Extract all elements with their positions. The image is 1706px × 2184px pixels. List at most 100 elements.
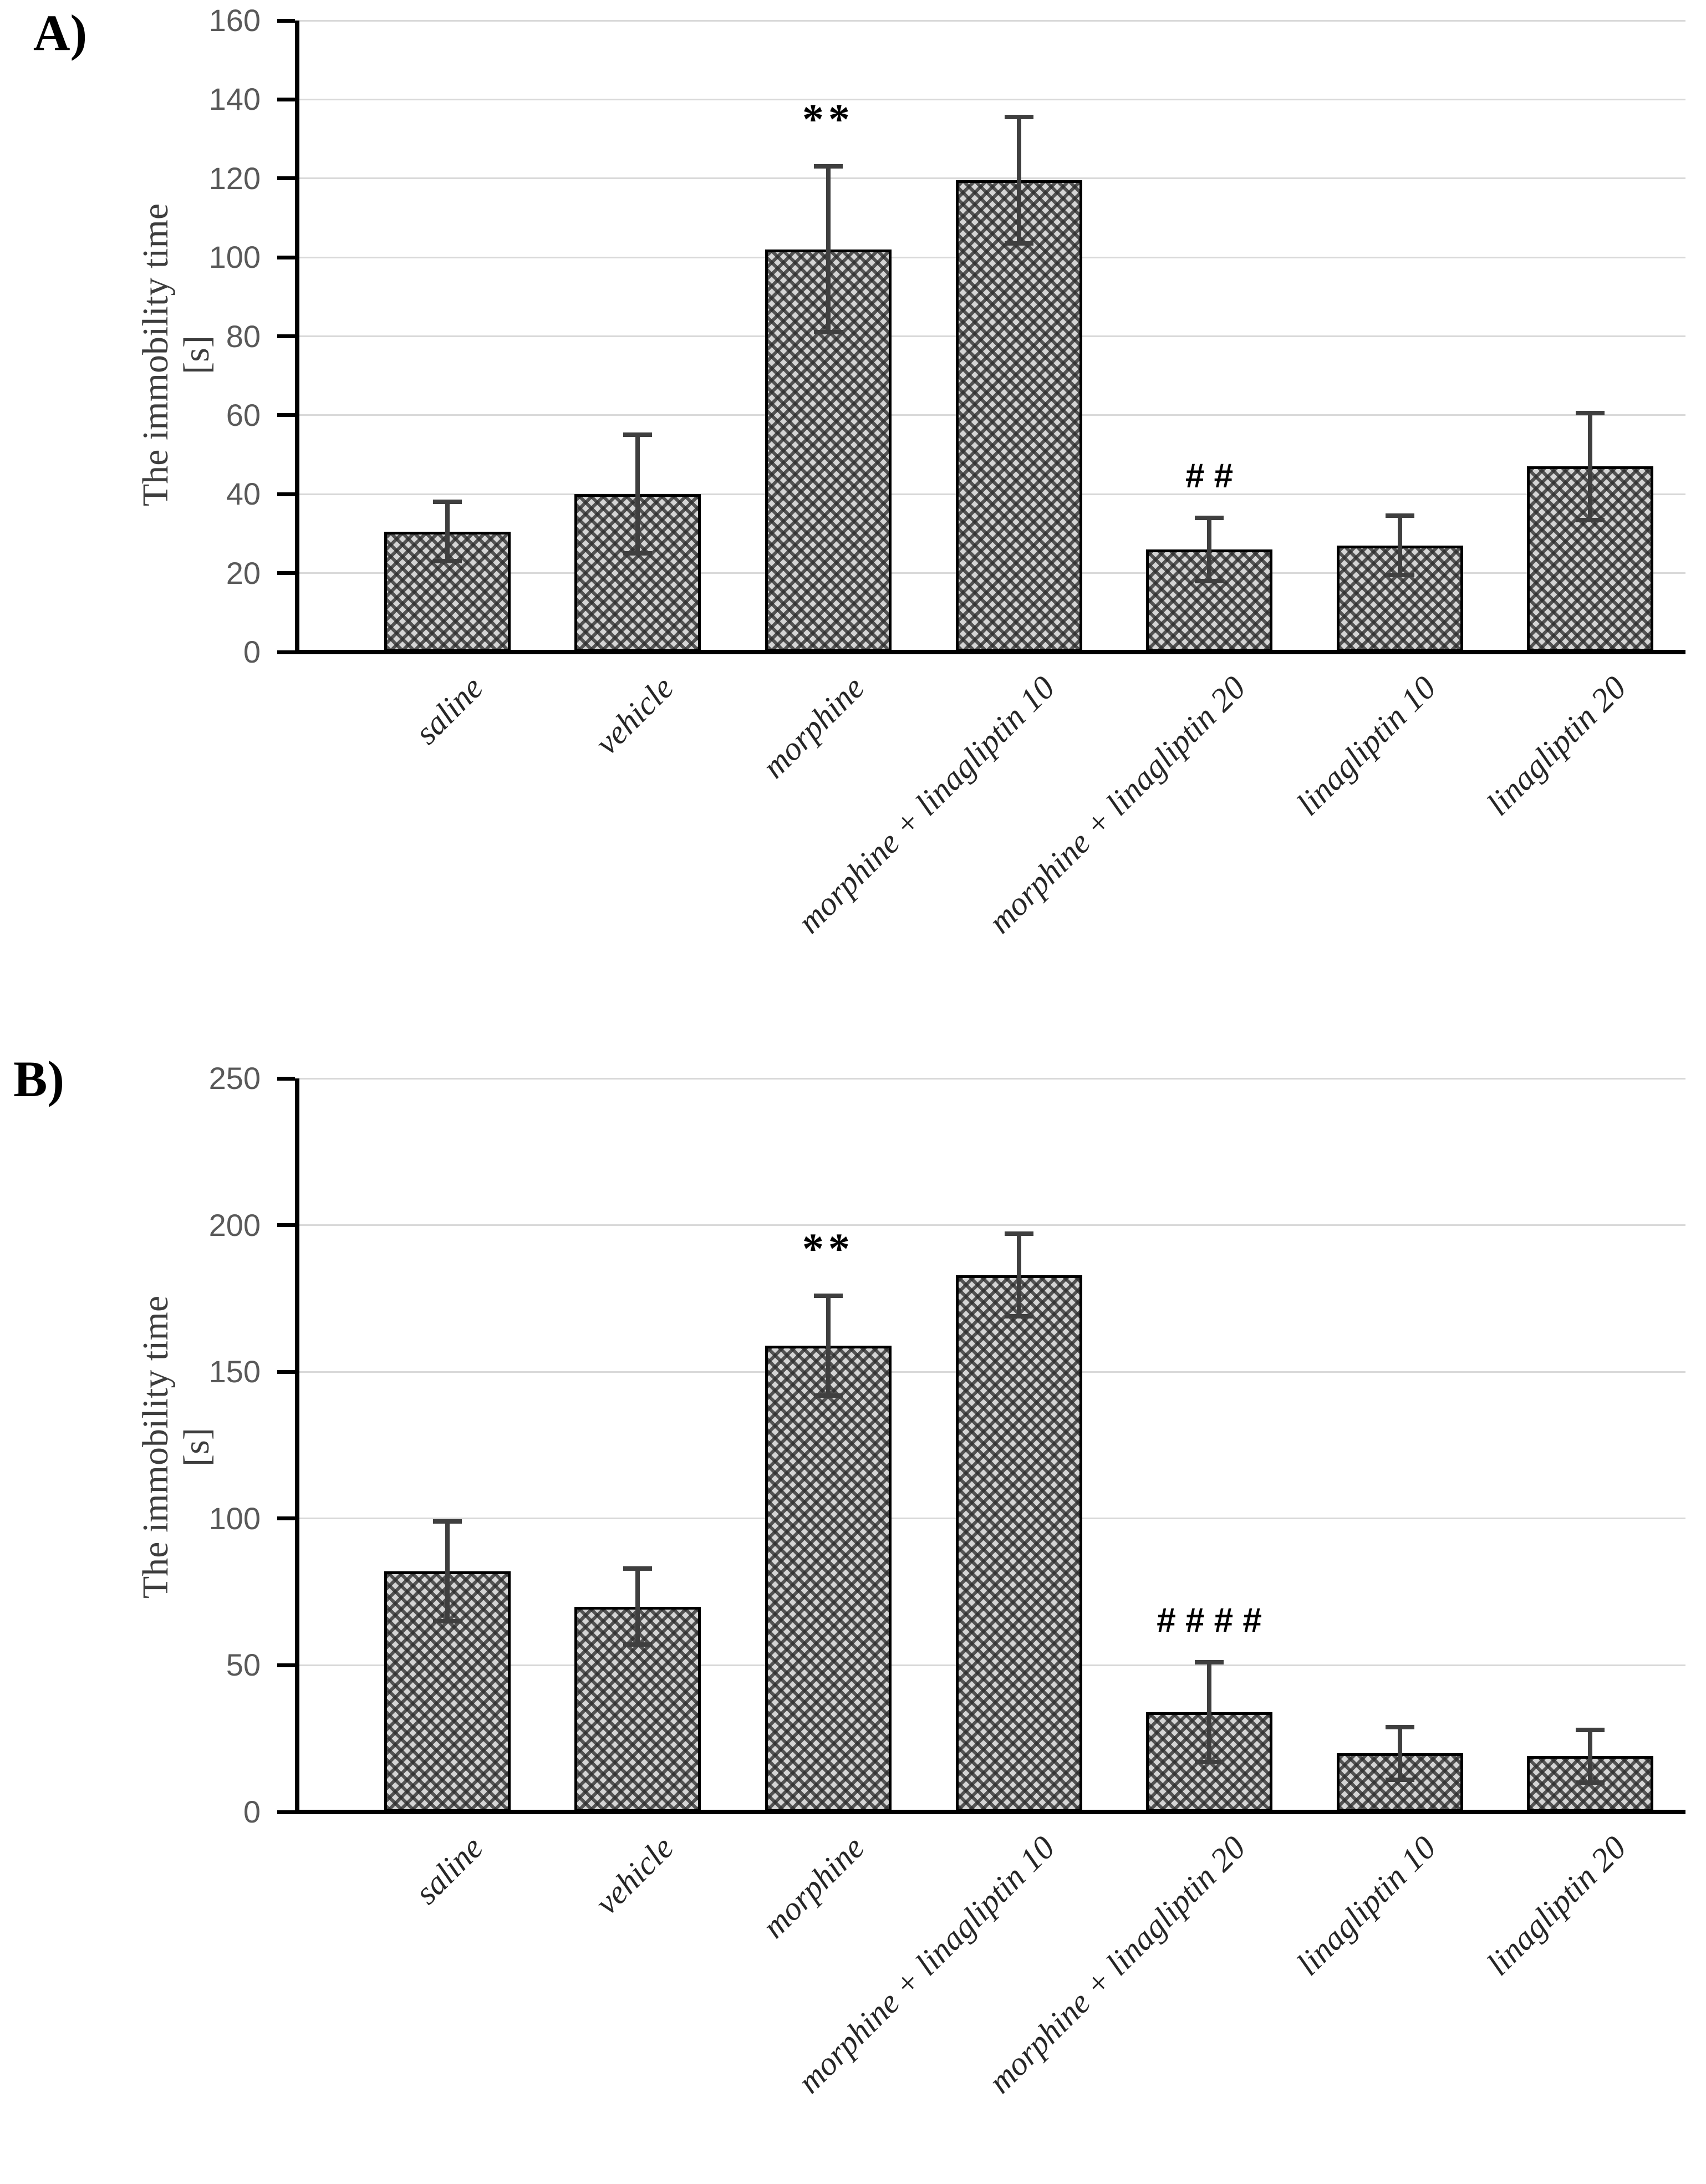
error-bar-cap-bottom bbox=[432, 559, 462, 564]
y-tick-label: 0 bbox=[243, 634, 261, 669]
error-bar-cap-bottom bbox=[1195, 1760, 1224, 1765]
bar-morphine bbox=[765, 1345, 892, 1812]
x-category-label: linagliptin 10 bbox=[1289, 1829, 1443, 1983]
significance-annotation: ** bbox=[802, 1224, 854, 1272]
x-category-label: saline bbox=[408, 669, 491, 751]
panel-a-label: A) bbox=[33, 4, 88, 61]
gridline-140 bbox=[299, 98, 1685, 100]
x-axis-line bbox=[295, 650, 1685, 654]
plot-area-a: 0 20 40 60 80 100 120 140 160 saline vehicle ** morp… bbox=[209, 3, 1685, 940]
y-tick-label: 140 bbox=[208, 82, 261, 117]
gridline-250 bbox=[299, 1077, 1685, 1080]
error-bar-cap-bottom bbox=[1195, 578, 1224, 583]
y-tick-label: 60 bbox=[226, 397, 261, 432]
error-bar-cap-top bbox=[623, 432, 653, 437]
error-bar-cap-bottom bbox=[1576, 517, 1605, 522]
error-bar bbox=[1207, 1662, 1212, 1763]
error-bar-cap-top bbox=[1195, 515, 1224, 520]
y-tick-label: 250 bbox=[208, 1061, 261, 1096]
y-tick-160 bbox=[277, 18, 295, 23]
y-tick-label: 50 bbox=[226, 1647, 261, 1683]
y-axis-line bbox=[295, 1078, 299, 1812]
error-bar-cap-bottom bbox=[1576, 1780, 1605, 1785]
error-bar-cap-top bbox=[432, 500, 462, 505]
bar-morphine-linagliptin-10 bbox=[955, 180, 1082, 652]
error-bar-cap-bottom bbox=[1385, 573, 1414, 578]
error-bar bbox=[445, 502, 450, 562]
error-bar-cap-top bbox=[1195, 1660, 1224, 1665]
error-bar bbox=[445, 1521, 450, 1621]
y-tick-label: 40 bbox=[226, 476, 261, 512]
error-bar bbox=[826, 1295, 831, 1396]
x-category-label: linagliptin 20 bbox=[1480, 669, 1633, 823]
significance-annotation: # # # # bbox=[1157, 1601, 1262, 1640]
x-category-label: morphine bbox=[755, 669, 872, 785]
x-category-label: vehicle bbox=[588, 1829, 681, 1922]
panel-b: B) The immobility time [s] 0 50 100 150 200 2… bbox=[0, 1051, 1706, 2184]
y-tick-150 bbox=[277, 1370, 295, 1374]
error-bar-cap-top bbox=[623, 1566, 653, 1571]
y-tick-label: 150 bbox=[208, 1354, 261, 1389]
y-axis-title-b: The immobility time [s] bbox=[135, 1296, 217, 1598]
panel-b-label: B) bbox=[13, 1051, 64, 1107]
error-bar-cap-top bbox=[1576, 411, 1605, 416]
error-bar-cap-top bbox=[432, 1519, 462, 1524]
error-bar bbox=[1588, 413, 1593, 520]
y-tick-120 bbox=[277, 176, 295, 181]
x-axis-line bbox=[295, 1810, 1685, 1814]
error-bar-cap-top bbox=[1385, 513, 1414, 518]
y-tick-80 bbox=[277, 334, 295, 338]
y-tick-label: 80 bbox=[226, 318, 261, 354]
x-category-label: vehicle bbox=[588, 669, 681, 762]
error-bar-cap-bottom bbox=[623, 551, 653, 556]
error-bar bbox=[1016, 1234, 1021, 1316]
error-bar-cap-bottom bbox=[623, 1642, 653, 1647]
error-bar-cap-top bbox=[1004, 115, 1033, 120]
error-bar-cap-top bbox=[1385, 1724, 1414, 1729]
gridline-200 bbox=[299, 1224, 1685, 1226]
error-bar-cap-bottom bbox=[1385, 1777, 1414, 1782]
y-tick-250 bbox=[277, 1076, 295, 1081]
error-bar-cap-top bbox=[813, 164, 843, 169]
panel-a: A) The immobility time [s] 0 20 40 60 80 100 1… bbox=[0, 0, 1706, 1056]
gridline-160 bbox=[299, 19, 1685, 22]
error-bar-cap-top bbox=[1576, 1727, 1605, 1732]
error-bar bbox=[826, 166, 831, 333]
x-category-label: linagliptin 20 bbox=[1480, 1829, 1633, 1983]
y-axis-title-line1: The immobility time bbox=[135, 1295, 176, 1599]
y-tick-100 bbox=[277, 1516, 295, 1521]
error-bar bbox=[1016, 117, 1021, 244]
y-tick-0 bbox=[277, 1810, 295, 1814]
bar-morphine-linagliptin-10 bbox=[955, 1275, 1082, 1812]
y-tick-label: 160 bbox=[208, 3, 261, 38]
y-tick-label: 120 bbox=[208, 160, 261, 196]
error-bar-cap-bottom bbox=[813, 1393, 843, 1398]
y-tick-label: 200 bbox=[208, 1207, 261, 1243]
y-tick-40 bbox=[277, 492, 295, 496]
bar-saline bbox=[384, 531, 511, 652]
error-bar bbox=[1588, 1729, 1593, 1783]
significance-annotation: # # bbox=[1185, 456, 1234, 495]
error-bar bbox=[635, 435, 640, 554]
gridline-120 bbox=[299, 177, 1685, 180]
y-axis-title-line2: [s] bbox=[176, 1428, 217, 1467]
y-tick-label: 0 bbox=[243, 1794, 261, 1829]
y-tick-60 bbox=[277, 413, 295, 418]
y-tick-50 bbox=[277, 1663, 295, 1667]
plot-area-b: 0 50 100 150 200 250 saline vehicle ** morphine mo… bbox=[209, 1061, 1685, 2100]
error-bar bbox=[635, 1568, 640, 1645]
significance-annotation: ** bbox=[802, 95, 854, 144]
x-category-label: saline bbox=[408, 1829, 491, 1911]
y-tick-label: 100 bbox=[208, 1500, 261, 1536]
y-tick-100 bbox=[277, 255, 295, 259]
y-tick-label: 20 bbox=[226, 555, 261, 590]
error-bar-cap-bottom bbox=[1004, 241, 1033, 246]
x-category-label: linagliptin 10 bbox=[1289, 669, 1443, 823]
error-bar-cap-top bbox=[813, 1293, 843, 1298]
error-bar-cap-bottom bbox=[432, 1619, 462, 1624]
y-tick-label: 100 bbox=[208, 240, 261, 275]
error-bar-cap-bottom bbox=[1004, 1314, 1033, 1318]
x-category-label: morphine bbox=[755, 1829, 872, 1945]
error-bar bbox=[1397, 1727, 1402, 1780]
error-bar-cap-bottom bbox=[813, 330, 843, 335]
